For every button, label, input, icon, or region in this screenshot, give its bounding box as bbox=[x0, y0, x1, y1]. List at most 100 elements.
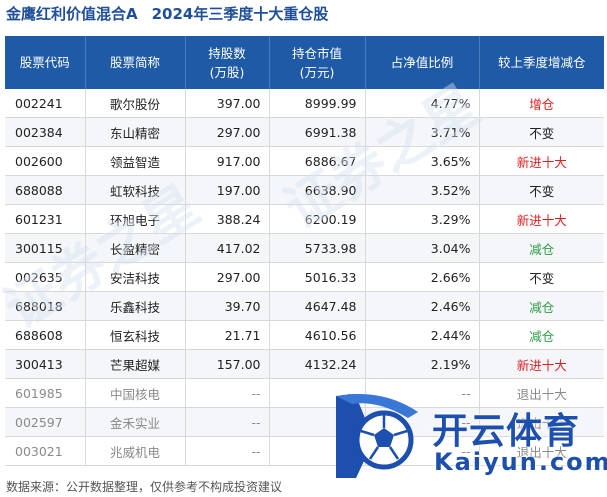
nav-ratio-cell: 2.66% bbox=[365, 262, 480, 292]
change-cell: 增仓 bbox=[479, 89, 604, 118]
shares-cell: -- bbox=[185, 436, 270, 466]
change-cell: 退出十大 bbox=[479, 378, 604, 408]
stock-name-cell: 环旭电子 bbox=[85, 204, 186, 234]
table-row: 300115 长盈精密 417.02 5733.98 3.04% 减仓 bbox=[5, 233, 604, 263]
market-value-cell: 4132.24 bbox=[269, 349, 366, 379]
stock-name-cell: 乐鑫科技 bbox=[85, 291, 186, 321]
stock-name-cell: 领益智造 bbox=[85, 146, 186, 176]
nav-ratio-cell: 3.29% bbox=[365, 204, 480, 234]
stock-code-cell: 002635 bbox=[5, 262, 86, 292]
stock-name-cell: 东山精密 bbox=[85, 117, 186, 147]
market-value-cell: 4610.56 bbox=[269, 320, 366, 350]
col-header-value: 持仓市值 (万元) bbox=[269, 36, 366, 89]
nav-ratio-cell: 3.52% bbox=[365, 175, 480, 205]
change-cell: 新进十大 bbox=[479, 204, 604, 234]
table-row: 688018 乐鑫科技 39.70 4647.48 2.46% 减仓 bbox=[5, 291, 604, 321]
col-header-shares: 持股数 (万股) bbox=[185, 36, 270, 89]
data-source-note: 数据来源：公开数据整理，仅供参考不构成投资建议 bbox=[6, 480, 283, 494]
shares-cell: 21.71 bbox=[185, 320, 270, 350]
table-row: 002635 安洁科技 297.00 5016.33 2.66% 不变 bbox=[5, 262, 604, 292]
shares-cell: -- bbox=[185, 378, 270, 408]
change-cell: 不变 bbox=[479, 175, 604, 205]
col-header-change: 较上季度增减仓 bbox=[479, 36, 604, 89]
stock-name-cell: 长盈精密 bbox=[85, 233, 186, 263]
page-title: 金鹰红利价值混合A 2024年三季度十大重仓股 bbox=[6, 3, 328, 25]
stock-code-cell: 002597 bbox=[5, 407, 86, 437]
market-value-cell: 4647.48 bbox=[269, 291, 366, 321]
nav-ratio-cell: 2.46% bbox=[365, 291, 480, 321]
shares-cell: 297.00 bbox=[185, 262, 270, 292]
shares-cell: 388.24 bbox=[185, 204, 270, 234]
brand-name: 开云体育 bbox=[432, 411, 581, 452]
stock-name-cell: 歌尔股份 bbox=[85, 89, 186, 118]
stock-code-cell: 688608 bbox=[5, 320, 86, 350]
change-cell: 新进十大 bbox=[479, 349, 604, 379]
stock-name-cell: 芒果超媒 bbox=[85, 349, 186, 379]
nav-ratio-cell: 3.04% bbox=[365, 233, 480, 263]
market-value-cell: 8999.99 bbox=[269, 89, 366, 118]
stock-code-cell: 002241 bbox=[5, 89, 86, 118]
stock-name-cell: 兆威机电 bbox=[85, 436, 186, 466]
stock-name-cell: 恒玄科技 bbox=[85, 320, 186, 350]
nav-ratio-cell: 3.71% bbox=[365, 117, 480, 147]
change-cell: 不变 bbox=[479, 117, 604, 147]
shares-cell: 917.00 bbox=[185, 146, 270, 176]
shares-cell: 417.02 bbox=[185, 233, 270, 263]
table-row: 601985 中国核电 -- -- -- 退出十大 bbox=[5, 378, 604, 408]
table-row: 688608 恒玄科技 21.71 4610.56 2.44% 减仓 bbox=[5, 320, 604, 350]
stock-code-cell: 601985 bbox=[5, 378, 86, 408]
col-header-code: 股票代码 bbox=[5, 36, 86, 89]
stock-name-cell: 中国核电 bbox=[85, 378, 186, 408]
stock-code-cell: 601231 bbox=[5, 204, 86, 234]
brand-domain: Kaiyun.com bbox=[434, 448, 607, 476]
stock-code-cell: 688088 bbox=[5, 175, 86, 205]
change-cell: 退出十大 bbox=[479, 407, 604, 437]
change-cell: 退出十大 bbox=[479, 436, 604, 466]
table-row: 002600 领益智造 917.00 6886.67 3.65% 新进十大 bbox=[5, 146, 604, 176]
nav-ratio-cell: 3.65% bbox=[365, 146, 480, 176]
col-header-line: (万股) bbox=[209, 64, 245, 80]
col-header-line: (万元) bbox=[299, 64, 335, 80]
holdings-table: 股票代码 股票简称 持股数 (万股) 持仓市值 (万元) 占净值比例 较上季度增减仓… bbox=[5, 36, 604, 466]
report-subject: 2024年三季度十大重仓股 bbox=[151, 5, 329, 23]
soccer-ball-logo-icon bbox=[336, 394, 418, 478]
shares-cell: 397.00 bbox=[185, 89, 270, 118]
col-header-line: 持仓市值 bbox=[291, 45, 342, 61]
holdings-table-frame: 股票代码 股票简称 持股数 (万股) 持仓市值 (万元) 占净值比例 较上季度增减仓… bbox=[5, 36, 604, 466]
market-value-cell: 6200.19 bbox=[269, 204, 366, 234]
stock-name-cell: 虹软科技 bbox=[85, 175, 186, 205]
nav-ratio-cell: 4.77% bbox=[365, 89, 480, 118]
shares-cell: 39.70 bbox=[185, 291, 270, 321]
change-cell: 不变 bbox=[479, 262, 604, 292]
table-row: 300413 芒果超媒 157.00 4132.24 2.19% 新进十大 bbox=[5, 349, 604, 379]
stock-name-cell: 安洁科技 bbox=[85, 262, 186, 292]
market-value-cell: 6991.38 bbox=[269, 117, 366, 147]
shares-cell: 297.00 bbox=[185, 117, 270, 147]
table-row: 002241 歌尔股份 397.00 8999.99 4.77% 增仓 bbox=[5, 89, 604, 118]
table-body: 002241 歌尔股份 397.00 8999.99 4.77% 增仓 002384 东山精密… bbox=[5, 89, 604, 466]
shares-cell: -- bbox=[185, 407, 270, 437]
shares-cell: 197.00 bbox=[185, 175, 270, 205]
stock-name-cell: 金禾实业 bbox=[85, 407, 186, 437]
change-cell: 新进十大 bbox=[479, 146, 604, 176]
col-header-ratio: 占净值比例 bbox=[365, 36, 480, 89]
col-header-line: 持股数 bbox=[208, 45, 246, 61]
market-value-cell: 6886.67 bbox=[269, 146, 366, 176]
market-value-cell: 5733.98 bbox=[269, 233, 366, 263]
change-cell: 减仓 bbox=[479, 291, 604, 321]
stock-code-cell: 003021 bbox=[5, 436, 86, 466]
table-row: 688088 虹软科技 197.00 6638.90 3.52% 不变 bbox=[5, 175, 604, 205]
change-cell: 减仓 bbox=[479, 320, 604, 350]
table-row: 002384 东山精密 297.00 6991.38 3.71% 不变 bbox=[5, 117, 604, 147]
nav-ratio-cell: 2.44% bbox=[365, 320, 480, 350]
market-value-cell: 6638.90 bbox=[269, 175, 366, 205]
table-row: 601231 环旭电子 388.24 6200.19 3.29% 新进十大 bbox=[5, 204, 604, 234]
market-value-cell: 5016.33 bbox=[269, 262, 366, 292]
nav-ratio-cell: 2.19% bbox=[365, 349, 480, 379]
shares-cell: 157.00 bbox=[185, 349, 270, 379]
stock-code-cell: 002384 bbox=[5, 117, 86, 147]
col-header-name: 股票简称 bbox=[85, 36, 186, 89]
fund-name: 金鹰红利价值混合A bbox=[6, 5, 138, 23]
stock-code-cell: 300413 bbox=[5, 349, 86, 379]
